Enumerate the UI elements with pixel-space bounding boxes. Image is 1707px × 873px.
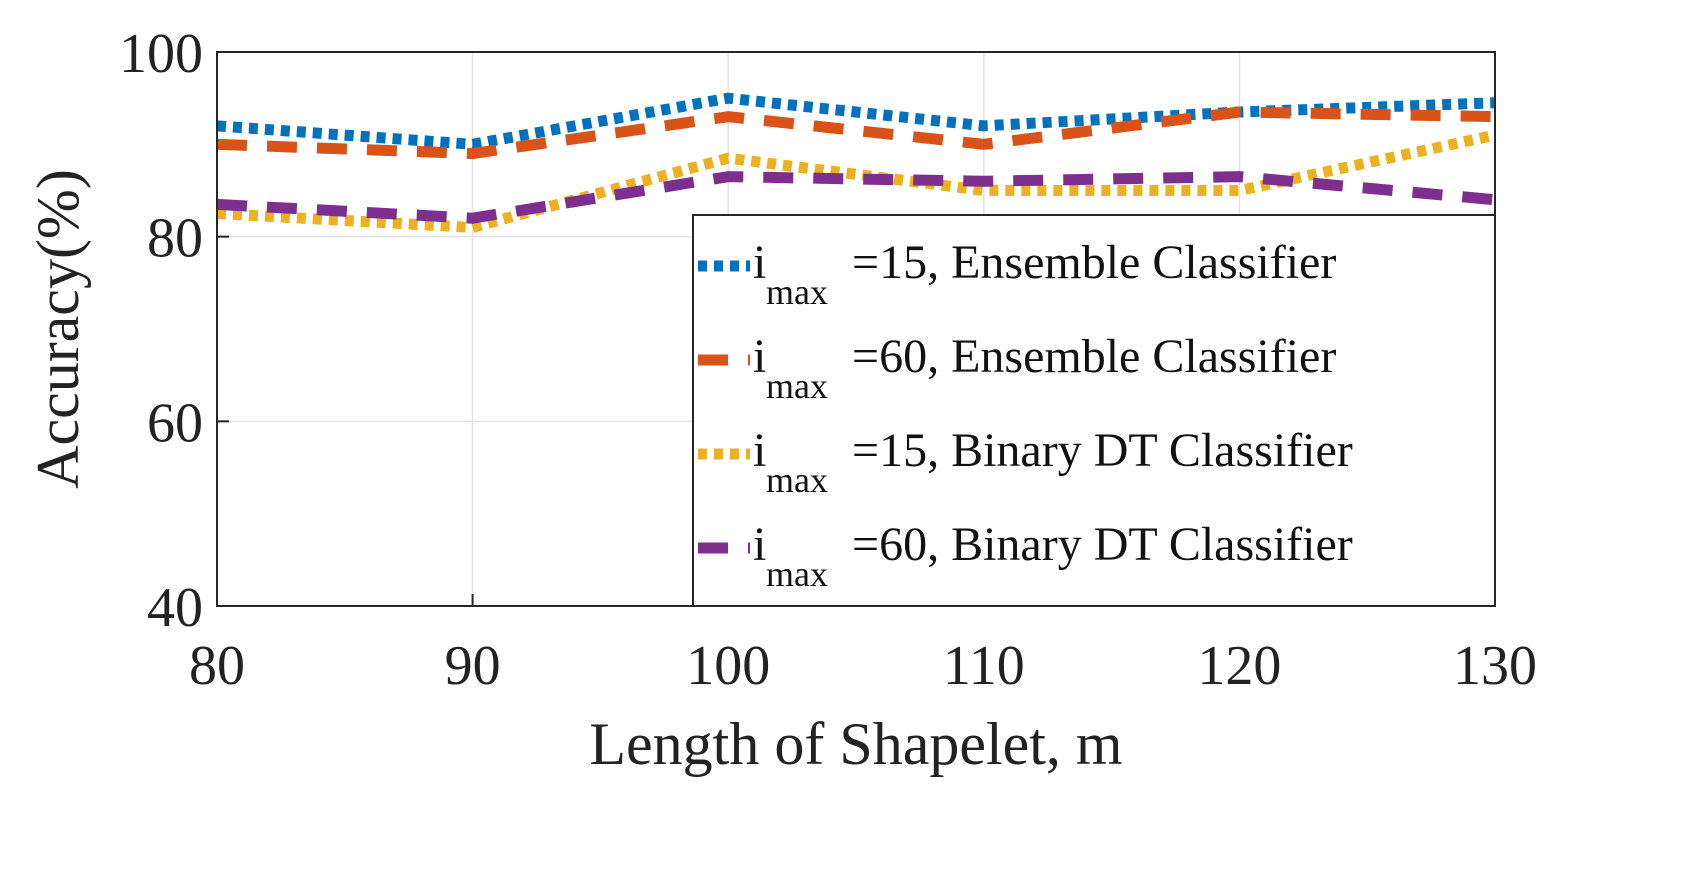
x-axis-ticks: 80 90 100 110 120 130 [189, 594, 1537, 697]
legend-label-main: i [753, 236, 766, 289]
x-tick-label: 110 [943, 635, 1025, 697]
x-tick-label: 130 [1453, 635, 1537, 697]
legend-label-main: i [753, 518, 766, 571]
y-axis-title: Accuracy(%) [25, 169, 91, 489]
x-tick-label: 120 [1197, 635, 1281, 697]
legend-label-sub: max [766, 366, 828, 406]
x-tick-label: 90 [445, 635, 501, 697]
x-axis-title: Length of Shapelet, m [589, 711, 1122, 777]
legend-label-sub: max [766, 554, 828, 594]
legend-label-main: i [753, 424, 766, 477]
x-tick-label: 100 [686, 635, 770, 697]
y-axis-ticks: 40 60 80 100 [119, 23, 229, 639]
y-tick-label: 80 [147, 208, 203, 270]
legend-label-rest: =15, Binary DT Classifier [852, 424, 1353, 477]
legend-label-main: i [753, 330, 766, 383]
y-tick-label: 40 [147, 577, 203, 639]
legend-label-rest: =15, Ensemble Classifier [852, 236, 1336, 289]
series-line-3 [216, 171, 1496, 224]
series-line-1 [216, 106, 1496, 160]
legend-label-sub: max [766, 460, 828, 500]
x-tick-label: 80 [189, 635, 245, 697]
legend-box [692, 214, 1496, 607]
y-tick-label: 100 [119, 23, 203, 85]
y-tick-label: 60 [147, 392, 203, 454]
legend-label-rest: =60, Binary DT Classifier [852, 518, 1353, 571]
series-line-0 [216, 92, 1496, 150]
legend-label-sub: max [766, 272, 828, 312]
legend-label-rest: =60, Ensemble Classifier [852, 330, 1336, 383]
